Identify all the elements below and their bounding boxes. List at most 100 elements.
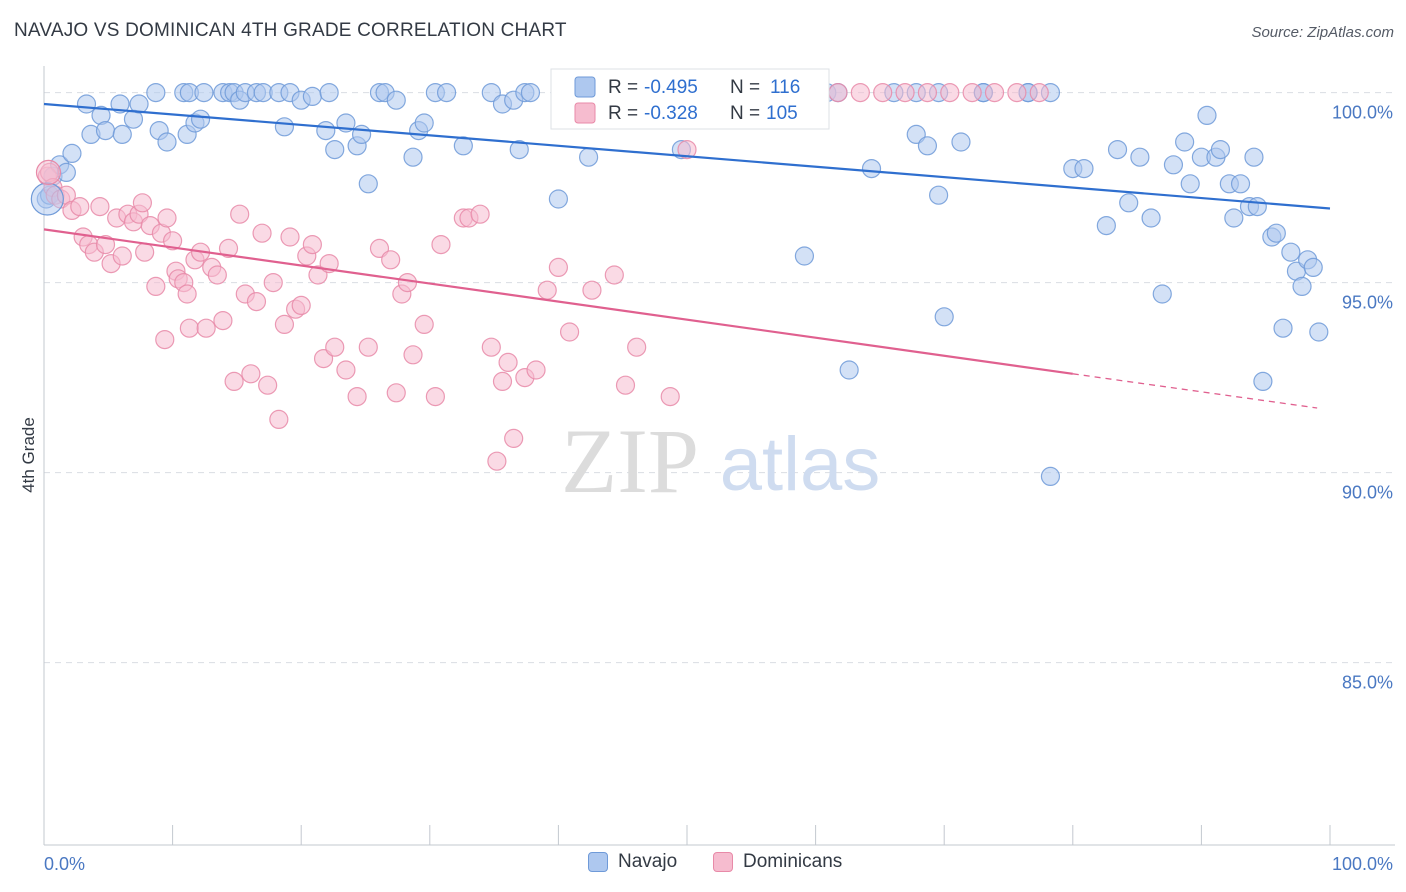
dominican-point-95 [828,82,848,103]
trend-lines [43,102,1331,409]
dominican-point-99 [917,82,938,103]
navajo-point-34 [302,86,322,107]
legend-swatch-navajo [588,852,608,872]
dominican-point-79 [526,360,546,380]
navajo-n-value: 116 [770,77,800,98]
dominican-point-72 [470,204,490,224]
navajo-point-13 [129,94,149,114]
dominican-point-40 [230,204,250,224]
dominican-point-7 [70,197,90,217]
dominican-point-53 [302,235,322,255]
navajo-point-56 [520,82,541,103]
dominican-point-81 [548,257,569,277]
navajo-point-47 [414,113,434,133]
y-tick-label-0: 100.0% [1332,103,1393,123]
navajo-point-41 [358,174,378,194]
dominican-point-25 [157,208,177,228]
dominican-point-75 [492,371,513,391]
dominican-point-38 [218,238,239,258]
navajo-point-113 [1273,318,1293,338]
dominican-point-49 [280,227,300,247]
dominican-point-96 [850,82,870,103]
navajo-point-98 [1175,132,1195,152]
dominican-n-label: N = [730,103,760,124]
dominican-point-11 [90,197,110,217]
dominican-point-86 [627,337,647,357]
dominican-point-59 [347,387,367,407]
navajo-point-85 [951,132,971,152]
watermark: ZIP atlas [561,410,880,512]
legend-label-navajo: Navajo [618,851,678,872]
navajo-point-96 [1152,284,1172,304]
dominican-point-37 [213,311,233,331]
navajo-point-94 [1130,147,1150,167]
navajo-point-116 [1292,276,1312,296]
dominican-point-19 [132,193,153,213]
dominican-point-22 [146,276,166,296]
dominican-point-20 [135,242,155,262]
navajo-point-79 [839,360,859,380]
dominican-point-66 [403,345,423,365]
navajo-point-11 [112,124,132,144]
dominican-point-30 [177,284,197,304]
navajo-point-10 [110,94,130,114]
dominican-point-62 [381,250,401,270]
stats-legend: R = -0.495 N = 116 R = -0.328 N = 105 [550,68,830,130]
dominican-point-98 [895,82,915,103]
legend-item-dominicans: Dominicans [713,851,842,873]
watermark-zip: ZIP [561,410,699,512]
navajo-point-50 [453,136,473,156]
navajo-point-92 [1107,140,1128,160]
navajo-point-22 [194,82,214,103]
navajo-point-97 [1163,155,1184,175]
dominican-point-65 [397,273,418,293]
dominican-point-47 [269,409,289,429]
dominican-point-76 [498,352,518,372]
navajo-n-label: N = [730,77,760,98]
navajo-point-80 [861,159,882,179]
navajo-point-84 [934,307,954,327]
navajo-point-5 [62,143,82,163]
navajo-point-88 [1040,466,1061,486]
dominican-point-104 [1029,82,1049,103]
dominican-point-48 [274,314,295,334]
dominican-point-51 [291,295,311,315]
x-tick-labels: 0.0% 100.0% [44,854,1393,874]
dominican-point-80 [537,280,557,300]
navajo-point-119 [1309,322,1329,342]
navajo-point-90 [1074,159,1094,179]
dominican-point-103 [1007,82,1027,103]
dominican-trend-line-dashed [1072,373,1318,409]
navajo-point-95 [1141,208,1161,228]
navajo-point-118 [1303,257,1323,277]
navajo-point-99 [1180,174,1200,194]
navajo-point-16 [157,132,177,152]
data-points [30,82,1329,486]
dominican-point-39 [224,371,244,391]
dominican-point-54 [308,265,328,285]
chart-title: NAVAJO VS DOMINICAN 4TH GRADE CORRELATIO… [14,20,567,41]
dominican-point-15 [112,246,132,266]
navajo-point-31 [274,117,295,137]
navajo-swatch [574,76,596,98]
dominican-point-73 [481,337,501,357]
bottom-legend: Navajo Dominicans [0,851,1406,879]
dominican-point-36 [207,265,227,285]
dominican-point-58 [336,360,356,380]
axes [43,66,1395,846]
navajo-point-37 [325,140,345,160]
dominican-point-45 [258,375,278,395]
x-tick-label-1: 100.0% [1332,854,1393,874]
dominican-point-69 [431,235,451,255]
navajo-point-59 [578,147,599,167]
navajo-point-44 [386,90,406,110]
navajo-point-35 [316,121,336,141]
dominican-point-46 [263,273,283,293]
dominican-point-61 [369,238,390,258]
dominican-point-88 [677,140,697,160]
navajo-point-40 [351,124,372,144]
navajo-point-83 [929,185,949,205]
navajo-point-108 [1244,147,1264,167]
dominican-point-85 [615,375,636,395]
